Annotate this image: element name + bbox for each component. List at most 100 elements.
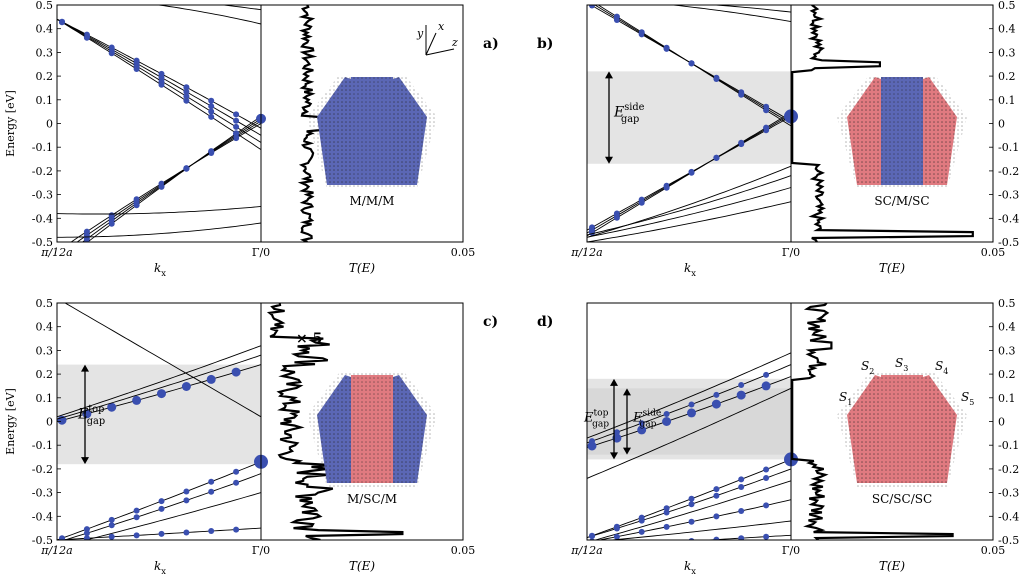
- heterostructure-label: M/SC/M: [347, 492, 397, 506]
- band-line: [57, 354, 262, 420]
- y-tick-label: -0.3: [32, 487, 53, 500]
- nanowire-center-texture: [351, 77, 393, 185]
- nanowire-inset: M/SC/M: [307, 373, 437, 506]
- y-tick-label: -0.2: [32, 165, 53, 178]
- band-point: [158, 498, 165, 505]
- band-point: [613, 533, 620, 540]
- band-point: [133, 532, 140, 539]
- y-tick-label: 0: [998, 118, 1005, 131]
- band-point: [83, 34, 90, 41]
- gap-label-top: Etop gap: [77, 404, 105, 427]
- band-point: [208, 103, 215, 110]
- band-point: [83, 535, 90, 540]
- band-point: [738, 484, 745, 490]
- facet-label: S3: [895, 356, 908, 373]
- band-point: [181, 382, 191, 391]
- panel-c: 0.5 0.4 0.3 0.2 0.1 0 -0.1 -0.2 -0.3 -0.4 -0.5 Ener…: [4, 297, 498, 576]
- band-point: [83, 239, 90, 242]
- gap-shade: [587, 71, 791, 164]
- gap-arrow-top-head: [610, 378, 618, 386]
- y-tick-label: 0.1: [998, 94, 1016, 107]
- band-point: [763, 533, 770, 540]
- k-axis-label: kx: [154, 559, 166, 576]
- band-point: [83, 530, 90, 537]
- band-point: [158, 505, 165, 512]
- band-line: [57, 222, 262, 238]
- y-tick-label: 0.5: [998, 297, 1016, 310]
- nanowire-side-left-texture: [317, 77, 351, 185]
- band-point: [688, 495, 695, 502]
- band-point: [158, 183, 165, 190]
- panel-d: 0.50.40.30.20.10-0.1-0.2-0.3-0.4-0.5Ener…: [537, 297, 1019, 576]
- band-structure: [587, 5, 792, 242]
- y-tick-label: 0: [998, 416, 1005, 429]
- band-line: [607, 520, 792, 540]
- y-tick-label: -0.1: [998, 141, 1019, 154]
- y-tick-label: -0.4: [998, 212, 1019, 225]
- k-axis-label: kx: [684, 261, 696, 278]
- gap-shade-inner: [587, 388, 791, 455]
- facet-label: S1: [839, 390, 852, 407]
- nanowire-side-left-texture: [847, 77, 881, 185]
- band-line: [668, 5, 792, 23]
- y-tick-label: 0.1: [998, 392, 1016, 405]
- band-point: [133, 202, 140, 209]
- y-tick-label: -0.5: [998, 236, 1019, 249]
- band-line: [587, 352, 792, 439]
- band-structure: [57, 303, 262, 540]
- panel-letter: a): [483, 36, 499, 52]
- nanowire-inset: SC/SC/SC S1 S2 S3 S4 S5: [837, 356, 974, 506]
- band-line: [587, 165, 792, 238]
- band-line: [64, 303, 262, 418]
- t-axis-label: T(E): [879, 559, 905, 573]
- x-tick-label-gamma: Γ/0: [782, 246, 800, 259]
- y-tick-label: 0.4: [998, 321, 1016, 334]
- z-axis-name: z: [451, 36, 458, 49]
- nanowire-inset: M/M/M: [307, 75, 437, 208]
- band-point: [763, 371, 770, 378]
- band-point: [688, 518, 695, 525]
- nanowire-side-right-texture: [393, 375, 427, 483]
- gap-arrow-head: [81, 364, 89, 372]
- band-point: [589, 438, 595, 445]
- band-point: [763, 466, 770, 473]
- band-point: [738, 382, 745, 388]
- y-tick-label: 0.3: [36, 46, 54, 59]
- band-point: [687, 408, 696, 418]
- band-point: [108, 220, 115, 227]
- band-point: [133, 514, 140, 521]
- band-point: [638, 420, 645, 427]
- y-tick-label: -0.2: [32, 463, 53, 476]
- band-line: [587, 201, 792, 242]
- y-tick-label: -0.4: [32, 510, 53, 523]
- gap-label-side: Eside gap: [632, 409, 661, 430]
- band-point: [183, 88, 190, 95]
- y-tick-label: 0.4: [998, 23, 1016, 36]
- gap-arrow-top-head: [610, 452, 618, 460]
- y-tick-label: -0.4: [998, 510, 1019, 523]
- heterostructure-label: M/M/M: [350, 194, 395, 208]
- band-point: [639, 541, 645, 547]
- y-tick-label: -0.3: [998, 189, 1019, 202]
- panel-letter: d): [537, 314, 553, 330]
- y-tick-label: -0.5: [32, 534, 53, 547]
- band-point: [613, 429, 620, 436]
- band-line: [710, 5, 792, 13]
- band-point: [613, 13, 620, 20]
- band-point: [208, 113, 215, 120]
- y-tick-label: 0.5: [36, 297, 54, 310]
- band-point: [208, 108, 215, 115]
- y-tick-label: 0.4: [36, 321, 54, 334]
- band-point: [133, 66, 140, 72]
- x-tick-label-gamma: Γ/0: [252, 246, 270, 259]
- band-point: [183, 97, 190, 104]
- gap-arrow-head: [605, 156, 613, 164]
- x-tick-label-gamma: Γ/0: [782, 544, 800, 557]
- k-axis-label: kx: [684, 559, 696, 576]
- band-point: [107, 402, 117, 412]
- band-point: [108, 522, 115, 529]
- band-point: [688, 501, 695, 508]
- x-tick-label-tmax: 0.05: [451, 246, 476, 259]
- band-point: [233, 123, 240, 130]
